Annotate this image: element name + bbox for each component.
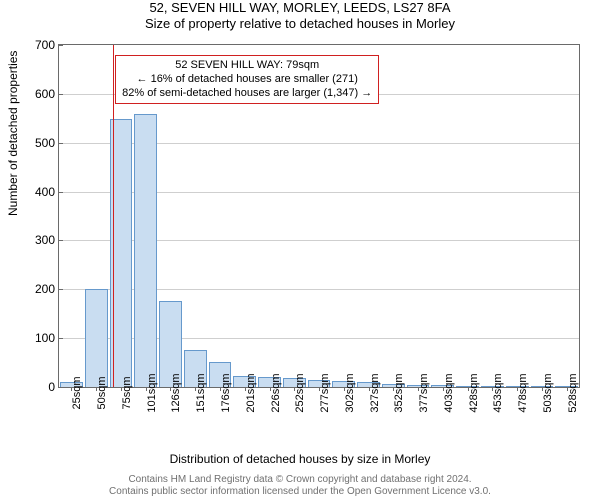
- x-tick: 176sqm: [208, 387, 233, 447]
- x-tick-label: 403sqm: [443, 373, 455, 412]
- y-tick-label: 100: [25, 331, 59, 345]
- x-tick: 226sqm: [257, 387, 282, 447]
- y-tick-label: 700: [25, 38, 59, 52]
- x-tick: 252sqm: [282, 387, 307, 447]
- x-tick: 503sqm: [530, 387, 555, 447]
- x-tick-label: 101sqm: [146, 373, 158, 412]
- x-tick-label: 75sqm: [121, 376, 133, 409]
- x-axis-label: Distribution of detached houses by size …: [0, 452, 600, 466]
- page-title: 52, SEVEN HILL WAY, MORLEY, LEEDS, LS27 …: [0, 0, 600, 15]
- x-tick: 201sqm: [232, 387, 257, 447]
- chart-area: 0100200300400500600700 52 SEVEN HILL WAY…: [58, 44, 580, 388]
- page-subtitle: Size of property relative to detached ho…: [0, 16, 600, 31]
- x-tick-label: 503sqm: [542, 373, 554, 412]
- x-tick-label: 201sqm: [245, 373, 257, 412]
- y-tick-label: 300: [25, 233, 59, 247]
- x-tick-label: 226sqm: [270, 373, 282, 412]
- x-tick: 377sqm: [406, 387, 431, 447]
- x-tick: 277sqm: [307, 387, 332, 447]
- info-line-3: 82% of semi-detached houses are larger (…: [122, 87, 372, 101]
- y-tick-label: 200: [25, 282, 59, 296]
- footer-line-1: Contains HM Land Registry data © Crown c…: [0, 474, 600, 486]
- x-ticks: 25sqm50sqm75sqm101sqm126sqm151sqm176sqm2…: [59, 387, 579, 447]
- footer-attribution: Contains HM Land Registry data © Crown c…: [0, 474, 600, 498]
- histogram-bar: [85, 289, 108, 387]
- x-tick-label: 528sqm: [567, 373, 579, 412]
- x-tick: 428sqm: [455, 387, 480, 447]
- x-tick: 352sqm: [381, 387, 406, 447]
- x-tick-label: 252sqm: [294, 373, 306, 412]
- x-tick: 327sqm: [356, 387, 381, 447]
- footer-line-2: Contains public sector information licen…: [0, 486, 600, 498]
- x-tick: 478sqm: [505, 387, 530, 447]
- y-tick-label: 500: [25, 136, 59, 150]
- x-tick: 403sqm: [430, 387, 455, 447]
- x-tick-label: 50sqm: [96, 376, 108, 409]
- x-tick: 101sqm: [133, 387, 158, 447]
- x-tick: 75sqm: [109, 387, 134, 447]
- x-tick: 302sqm: [331, 387, 356, 447]
- y-axis-label: Number of detached properties: [6, 51, 20, 216]
- x-tick-label: 377sqm: [418, 373, 430, 412]
- x-tick: 151sqm: [183, 387, 208, 447]
- x-tick: 50sqm: [84, 387, 109, 447]
- property-info-box: 52 SEVEN HILL WAY: 79sqm ← 16% of detach…: [115, 55, 379, 104]
- x-tick-label: 25sqm: [71, 376, 83, 409]
- x-tick-label: 478sqm: [517, 373, 529, 412]
- x-tick-label: 277sqm: [319, 373, 331, 412]
- x-tick-label: 176sqm: [220, 373, 232, 412]
- y-tick-label: 600: [25, 87, 59, 101]
- histogram-bar: [134, 114, 157, 387]
- y-tick-label: 400: [25, 185, 59, 199]
- x-tick: 25sqm: [59, 387, 84, 447]
- x-tick: 528sqm: [554, 387, 579, 447]
- x-tick: 453sqm: [480, 387, 505, 447]
- x-tick-label: 302sqm: [344, 373, 356, 412]
- x-tick-label: 428sqm: [468, 373, 480, 412]
- x-tick-label: 126sqm: [170, 373, 182, 412]
- x-tick-label: 352sqm: [393, 373, 405, 412]
- x-tick-label: 453sqm: [492, 373, 504, 412]
- property-marker-line: [113, 45, 114, 387]
- info-line-1: 52 SEVEN HILL WAY: 79sqm: [122, 59, 372, 73]
- x-tick-label: 151sqm: [195, 373, 207, 412]
- x-tick: 126sqm: [158, 387, 183, 447]
- y-tick-label: 0: [25, 380, 59, 394]
- info-line-2: ← 16% of detached houses are smaller (27…: [122, 73, 372, 87]
- x-tick-label: 327sqm: [369, 373, 381, 412]
